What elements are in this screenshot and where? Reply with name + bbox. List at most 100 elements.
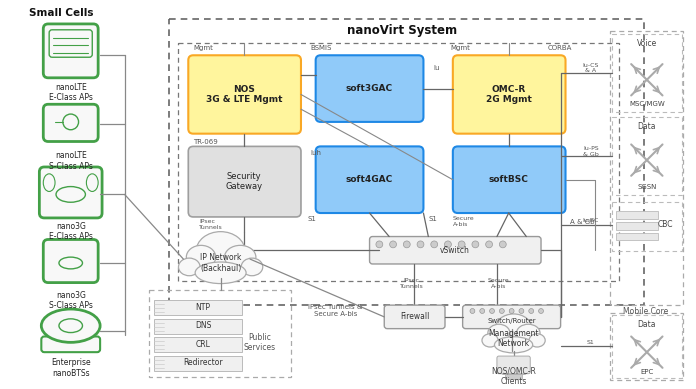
Bar [149,291,291,377]
Circle shape [390,241,397,248]
Text: Iu-BC: Iu-BC [583,218,599,223]
Text: OMC-R
2G Mgmt: OMC-R 2G Mgmt [486,85,532,104]
Circle shape [486,241,493,248]
Text: Iu-CS
& A: Iu-CS & A [583,63,599,74]
Text: Management
Network: Management Network [489,329,539,348]
Ellipse shape [494,337,532,353]
Circle shape [499,241,506,248]
FancyBboxPatch shape [40,167,102,218]
Text: S1: S1 [587,340,595,345]
Text: Mobile Core: Mobile Core [623,307,668,315]
FancyBboxPatch shape [463,305,560,329]
Text: CRL: CRL [196,340,210,349]
Text: Public
Services: Public Services [244,333,276,352]
Circle shape [539,308,544,314]
Circle shape [417,241,424,248]
Text: S1: S1 [308,216,317,222]
Bar [617,233,658,240]
Text: Secure
A-bis: Secure A-bis [453,216,475,227]
Text: Security
Gateway: Security Gateway [226,172,262,191]
Bar [617,222,658,230]
Circle shape [458,241,465,248]
Text: Small Cells: Small Cells [29,8,93,18]
Text: nanoLTE
E-Class APs: nanoLTE E-Class APs [49,83,93,102]
FancyBboxPatch shape [41,336,100,352]
Text: soft4GAC: soft4GAC [346,175,393,184]
Bar [617,211,658,219]
Text: softBSC: softBSC [489,175,529,184]
Text: IP Network
(Backhaul): IP Network (Backhaul) [200,253,242,273]
Text: CBC: CBC [658,220,673,229]
Ellipse shape [242,258,263,276]
Text: Mgmt: Mgmt [193,46,213,51]
Text: BSMIS: BSMIS [311,46,332,51]
Ellipse shape [482,334,498,347]
Circle shape [431,241,438,248]
FancyBboxPatch shape [316,55,423,122]
Bar [612,117,682,195]
Text: Firewall: Firewall [400,312,429,321]
Text: Iu-PS
& Gb: Iu-PS & Gb [583,146,599,157]
FancyBboxPatch shape [453,146,566,213]
Circle shape [529,308,534,314]
Text: TR-069: TR-069 [193,138,218,144]
Circle shape [472,241,479,248]
Bar [154,338,242,352]
Text: NTP: NTP [196,303,210,312]
Text: Switch/Router: Switch/Router [487,318,536,324]
Circle shape [404,241,410,248]
Text: MSC/MGW: MSC/MGW [629,101,665,107]
Bar [612,315,682,378]
Circle shape [480,308,484,314]
FancyBboxPatch shape [189,55,301,134]
Circle shape [499,308,505,314]
Ellipse shape [516,324,540,342]
Text: nano3G
S-Class APs: nano3G S-Class APs [49,291,93,310]
Bar [154,300,242,315]
Text: NOS/OMC-R
Clients: NOS/OMC-R Clients [491,367,536,386]
Text: CORBA: CORBA [548,46,572,51]
Bar [612,202,682,251]
Ellipse shape [178,258,200,276]
Ellipse shape [488,324,510,342]
Ellipse shape [225,245,256,269]
Text: Data: Data [638,320,656,329]
FancyBboxPatch shape [43,24,98,78]
Text: IPsec
Tunnels: IPsec Tunnels [400,278,424,289]
Ellipse shape [196,231,245,271]
FancyBboxPatch shape [43,104,98,142]
Text: S1: S1 [428,216,437,222]
Text: Iu: Iu [433,65,440,71]
Text: nano3G
E-Class APs: nano3G E-Class APs [49,222,93,241]
Text: Data: Data [638,122,656,131]
Bar [154,319,242,333]
Bar [154,356,242,371]
Text: vSwitch: vSwitch [440,246,470,255]
FancyBboxPatch shape [497,356,530,374]
Text: Mgmt: Mgmt [450,46,470,51]
Text: nanoVirt System: nanoVirt System [347,24,457,37]
FancyBboxPatch shape [316,146,423,213]
Bar [612,34,682,112]
Circle shape [470,308,475,314]
Circle shape [445,241,452,248]
Ellipse shape [187,245,216,269]
Text: DNS: DNS [195,321,211,330]
Bar [178,42,619,280]
Circle shape [376,241,383,248]
Bar [168,19,644,305]
Circle shape [509,308,514,314]
Text: EPC: EPC [640,369,654,375]
Circle shape [519,308,524,314]
Ellipse shape [195,262,246,284]
FancyBboxPatch shape [384,305,445,329]
Text: nanoLTE
S-Class APs: nanoLTE S-Class APs [49,151,93,171]
Text: soft3GAC: soft3GAC [346,84,393,93]
Text: Redirector: Redirector [183,358,223,368]
Text: Voice: Voice [637,39,657,48]
FancyBboxPatch shape [453,55,566,134]
Text: NOS
3G & LTE Mgmt: NOS 3G & LTE Mgmt [206,85,283,104]
Text: SGSN: SGSN [637,184,656,189]
Bar [610,313,683,380]
Ellipse shape [41,309,100,342]
